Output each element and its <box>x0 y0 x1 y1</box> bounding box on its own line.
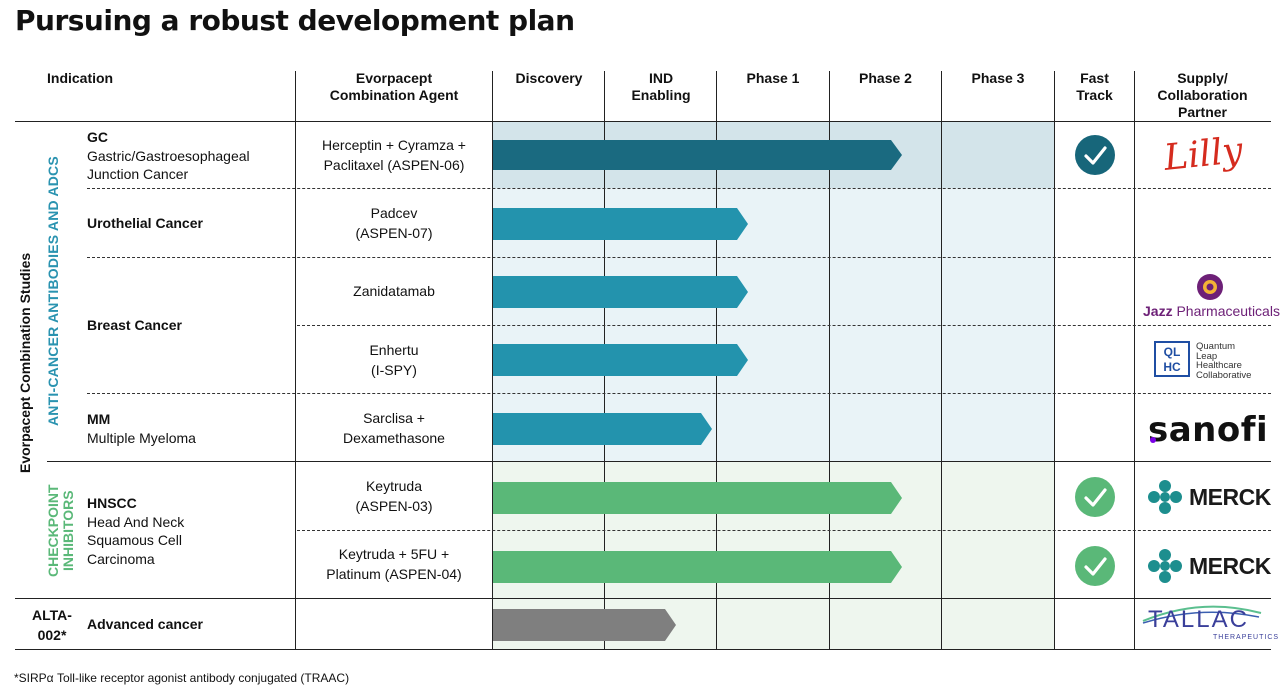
qlhc-logo-text: Quantum Leap Healthcare Collaborative <box>1196 341 1252 381</box>
row-divider <box>87 257 1271 258</box>
grid-line <box>295 71 296 650</box>
merck-logo: MERCK <box>1189 484 1271 510</box>
progress-bar-keytruda-aspen04 <box>493 551 903 583</box>
row-divider <box>87 188 1271 189</box>
tallac-subtitle: THERAPEUTICS <box>1213 634 1280 641</box>
fast-track-check-icon <box>1075 135 1115 175</box>
header-discovery: Discovery <box>515 70 583 86</box>
tallac-logo: TALLAC <box>1148 606 1249 633</box>
indication-hnscc: HNSCC Head And Neck Squamous Cell Carcin… <box>87 495 185 567</box>
indication-mm: MM Multiple Myeloma <box>87 411 196 446</box>
group-divider <box>47 461 1271 462</box>
indication-advanced: Advanced cancer <box>87 616 203 632</box>
indication-breast: Breast Cancer <box>87 317 182 333</box>
qlhc-logo-mark: QL HC <box>1154 341 1190 377</box>
fast-track-check-icon <box>1075 546 1115 586</box>
tallac-swoosh-icon <box>1141 603 1263 630</box>
progress-bar-enhertu <box>493 344 749 376</box>
checkpoint-group-label: CHECKPOINT INHIBITORS <box>45 484 76 577</box>
header-phase2: Phase 2 <box>859 70 912 86</box>
merck-logo-mark-icon <box>1148 549 1182 588</box>
agent-cell: Zanidatamab <box>353 283 435 299</box>
page-title: Pursuing a robust development plan <box>15 4 575 37</box>
agent-cell: Keytruda (ASPEN-03) <box>355 478 433 514</box>
fast-track-check-icon <box>1075 477 1115 517</box>
merck-logo-mark-icon <box>1148 480 1182 519</box>
agent-cell: Padcev (ASPEN-07) <box>355 205 433 241</box>
header-phase3: Phase 3 <box>971 70 1025 86</box>
grid-line <box>1134 71 1135 650</box>
indication-gc: GC Gastric/Gastroesophageal Junction Can… <box>87 129 250 182</box>
grid-line <box>1054 71 1055 650</box>
agent-cell: Herceptin + Cyramza + Paclitaxel (ASPEN-0… <box>322 137 466 173</box>
lilly-logo: Lilly <box>1162 129 1245 180</box>
table-bottom <box>15 649 1271 650</box>
jazz-logo: Jazz Pharmaceuticals <box>1143 303 1280 319</box>
row-divider <box>87 393 1271 394</box>
header-indication: Indication <box>47 70 114 86</box>
progress-bar-alta002 <box>493 609 677 641</box>
group-divider <box>15 598 1271 599</box>
grid-line <box>941 71 942 650</box>
progress-bar-sarclisa <box>493 413 713 445</box>
grid-line <box>492 71 493 650</box>
header-agent: Evorpacept Combination Agent <box>329 70 459 103</box>
footnote: *SIRPα Toll-like receptor agonist antibo… <box>14 671 350 685</box>
header-fast-track: Fast Track <box>1076 70 1113 103</box>
row-divider <box>297 530 1271 531</box>
merck-logo: MERCK <box>1189 553 1271 579</box>
header-partner: Supply/Collaboration Partner <box>1157 70 1248 120</box>
header-phase1: Phase 1 <box>746 70 800 86</box>
agent-cell: Sarclisa + Dexamethasone <box>343 410 445 446</box>
alta-002-label: ALTA- 002* <box>32 607 72 643</box>
sanofi-dot-icon <box>1150 437 1156 443</box>
combination-studies-label: Evorpacept Combination Studies <box>17 252 33 473</box>
agent-cell: Enhertu (I-SPY) <box>369 342 419 378</box>
header-divider <box>15 121 1271 122</box>
sanofi-logo: sanofi <box>1148 410 1269 450</box>
progress-bar-urothelial <box>493 208 749 240</box>
adc-group-label: ANTI-CANCER ANTIBODIES AND ADCS <box>45 156 61 426</box>
header-ind-enabling: IND Enabling <box>631 70 691 103</box>
row-divider <box>297 325 1271 326</box>
jazz-logo-mark-icon <box>1196 273 1224 306</box>
grid-line <box>829 71 830 650</box>
progress-bar-zanidatamab <box>493 276 749 308</box>
indication-urothelial: Urothelial Cancer <box>87 215 203 231</box>
progress-bar-keytruda-aspen03 <box>493 482 903 514</box>
agent-cell: Keytruda + 5FU + Platinum (ASPEN-04) <box>326 546 462 582</box>
progress-bar-gc <box>493 140 903 170</box>
